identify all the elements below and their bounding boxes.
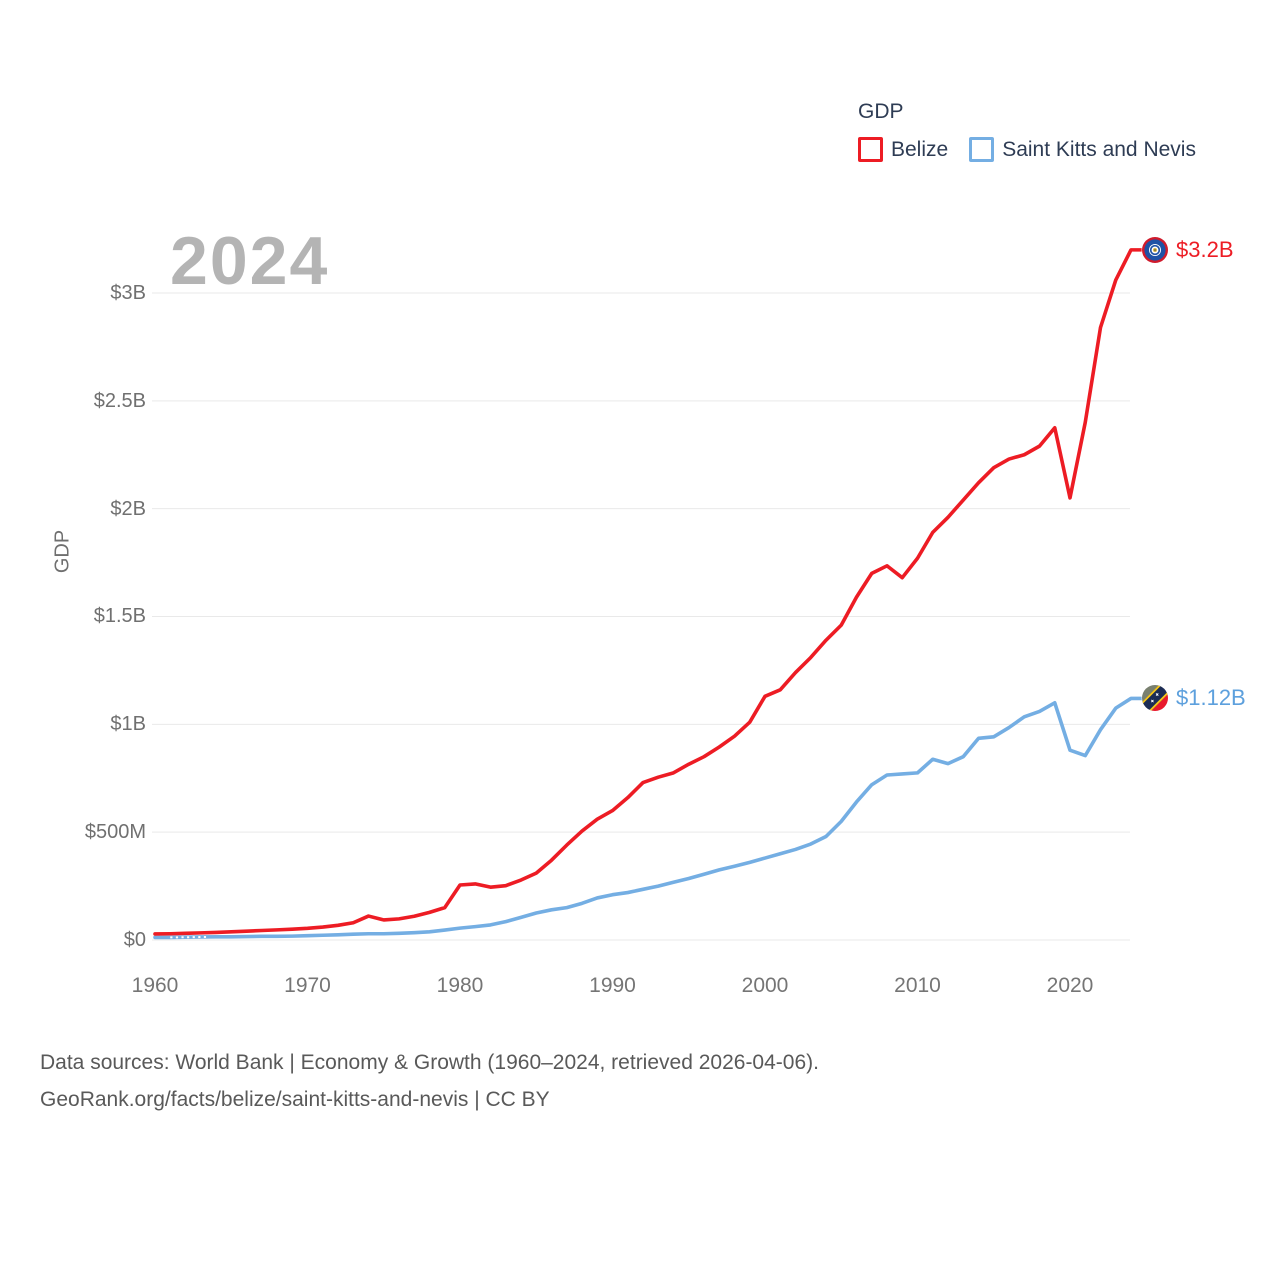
legend-title: GDP (858, 100, 904, 123)
legend-swatch (858, 137, 883, 162)
legend-item-saint-kitts-and-nevis[interactable]: Saint Kitts and Nevis (969, 137, 1196, 162)
series-lines (153, 248, 1143, 940)
y-axis-tick-label: $0 (123, 929, 146, 951)
series-line-saint-kitts-and-nevis (153, 696, 1143, 940)
data-source-line: Data sources: World Bank | Economy & Gro… (40, 1051, 819, 1074)
y-axis-tick-label: $3B (110, 281, 146, 304)
x-axis-tick-label: 1970 (284, 974, 331, 997)
chart-footer: Data sources: World Bank | Economy & Gro… (40, 1044, 819, 1118)
y-axis-tick-label: $2.5B (93, 389, 146, 412)
y-axis-tick-label: $1.5B (93, 605, 146, 628)
y-axis-tick-label: $500M (84, 821, 146, 844)
year-watermark: 2024 (170, 223, 330, 299)
x-axis-tick-label: 1990 (589, 974, 636, 997)
legend-swatch (969, 137, 995, 162)
belize-end-value-label: $3.2B (1176, 236, 1234, 262)
x-axis-tick-label: 2020 (1046, 974, 1094, 997)
y-axis-tick-label: $1B (110, 713, 146, 736)
x-axis-tick-label: 2010 (894, 974, 941, 997)
x-axis-tick-label: 2000 (741, 974, 789, 997)
y-axis-title: GDP (51, 529, 74, 574)
saint-kitts-and-nevis-flag-icon (1141, 684, 1169, 712)
legend-item-belize[interactable]: Belize (858, 137, 948, 162)
attribution-line: GeoRank.org/facts/belize/saint-kitts-and… (40, 1088, 550, 1111)
legend-item-label: Belize (891, 137, 949, 161)
y-axis-tick-label: $2B (110, 497, 146, 520)
legend-item-label: Saint Kitts and Nevis (1002, 137, 1196, 161)
gridlines (152, 292, 1130, 941)
chart-legend: GDP Belize Saint Kitts and Nevis (858, 100, 1196, 162)
series-line-belize (153, 248, 1143, 936)
x-axis-tick-label: 1960 (131, 974, 179, 997)
belize-flag-icon (1141, 236, 1169, 264)
legend-row: Belize Saint Kitts and Nevis (858, 137, 1196, 162)
skn-end-value-label: $1.12B (1176, 685, 1246, 711)
x-axis-tick-label: 1980 (436, 974, 484, 997)
